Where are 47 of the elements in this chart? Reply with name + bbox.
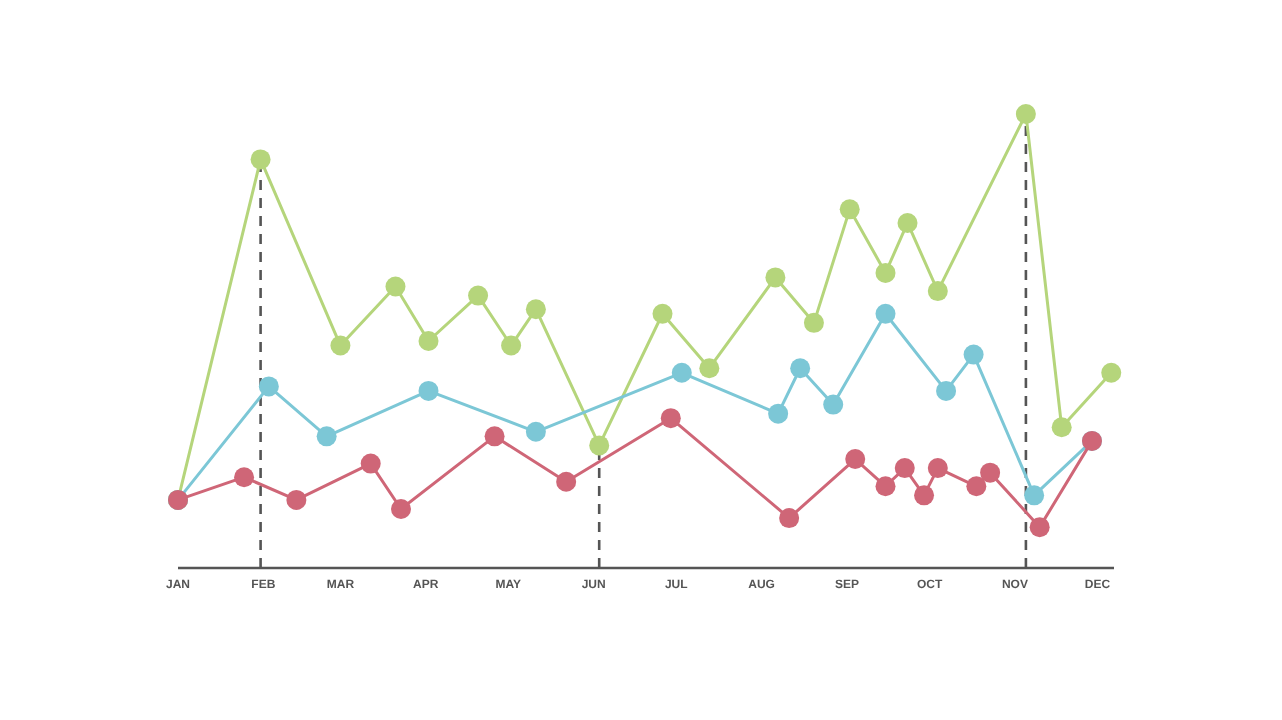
point	[1015, 104, 1036, 124]
point	[418, 331, 439, 351]
point	[897, 212, 918, 233]
point	[790, 358, 811, 379]
point	[936, 380, 957, 401]
point	[501, 335, 522, 356]
point	[963, 344, 984, 365]
point	[250, 149, 271, 170]
point	[966, 476, 987, 497]
point	[652, 303, 673, 324]
point	[1024, 485, 1045, 506]
point	[360, 453, 381, 474]
point	[1101, 362, 1122, 383]
point	[699, 358, 720, 379]
point	[330, 335, 351, 356]
point	[914, 485, 935, 506]
point	[779, 508, 800, 529]
point	[765, 267, 786, 288]
point	[875, 476, 896, 497]
point	[875, 262, 896, 283]
point	[1051, 417, 1072, 438]
point	[768, 403, 789, 424]
point	[484, 426, 505, 447]
point	[823, 394, 844, 415]
point	[671, 362, 692, 383]
point	[390, 498, 411, 519]
point	[803, 312, 824, 333]
point	[660, 408, 681, 429]
point	[316, 426, 337, 447]
point	[525, 421, 546, 442]
point	[1029, 517, 1050, 538]
point	[980, 462, 1001, 483]
point	[894, 458, 915, 479]
point	[927, 458, 948, 479]
point	[927, 281, 948, 302]
point	[875, 303, 896, 324]
point	[385, 276, 406, 297]
point	[234, 467, 255, 488]
point	[589, 435, 610, 456]
point	[845, 449, 866, 470]
point	[418, 380, 439, 401]
point	[258, 376, 279, 397]
point	[286, 489, 307, 510]
point	[525, 299, 546, 320]
point	[556, 471, 577, 492]
point	[839, 199, 860, 220]
point	[468, 285, 489, 306]
